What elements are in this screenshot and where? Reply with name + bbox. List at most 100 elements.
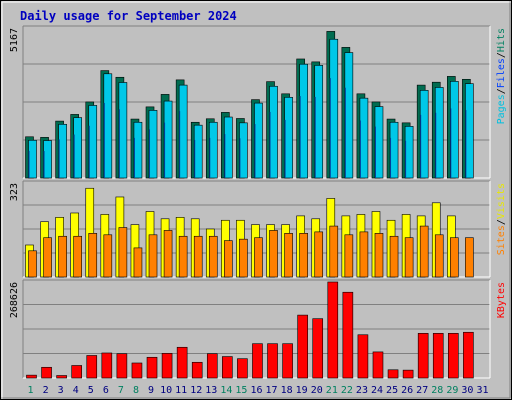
bar-sites-day-16 [254, 237, 263, 278]
x-tick-label: 8 [133, 385, 139, 396]
bar-pages-day-7 [118, 82, 128, 179]
bar-pages-day-6 [103, 73, 113, 179]
bar-kbytes-day-12 [191, 361, 203, 379]
bar-sites-day-30 [465, 237, 474, 278]
bar-sites-day-26 [404, 237, 414, 278]
bar-kbytes-day-6 [101, 352, 113, 379]
bar-sites-day-27 [419, 225, 429, 278]
bar-kbytes-day-9 [146, 356, 158, 379]
bar-sites-day-21 [329, 225, 339, 278]
bar-sites-day-5 [88, 233, 98, 278]
bar-kbytes-day-20 [312, 318, 324, 379]
bar-kbytes-day-15 [237, 358, 248, 379]
bar-kbytes-day-2 [41, 366, 52, 379]
bar-kbytes-day-5 [86, 355, 98, 379]
x-tick-label: 4 [73, 385, 79, 396]
bar-kbytes-day-21 [327, 281, 339, 379]
x-tick-label: 25 [386, 385, 398, 396]
x-axis-day-labels: 1 2 3 4 5 6 7 8 9 10 11 12 13 14 15 16 17 18 19 20 21 22 23 24 2… [28, 385, 489, 396]
bar-kbytes-day-3 [56, 375, 67, 379]
bar-pages-day-2 [43, 140, 52, 179]
bar-sites-day-13 [208, 235, 218, 278]
bar-kbytes-day-18 [282, 343, 293, 379]
x-tick-label: 18 [281, 385, 293, 396]
bar-kbytes-day-26 [402, 369, 414, 379]
x-tick-label: 6 [103, 385, 109, 396]
bar-sites-day-17 [269, 230, 278, 278]
bar-pages-day-21 [329, 38, 339, 179]
x-tick-label: 21 [326, 385, 338, 396]
bar-sites-day-28 [434, 234, 444, 278]
legend-entry: Files [496, 58, 507, 88]
bar-sites-day-19 [299, 233, 308, 278]
legend-entry: KBytes [496, 282, 507, 318]
bar-pages-day-9 [148, 110, 158, 179]
bar-pages-day-14 [224, 116, 233, 179]
bar-sites-day-22 [344, 234, 354, 278]
x-tick-label: 11 [175, 385, 187, 396]
bar-kbytes-day-14 [222, 356, 233, 379]
bar-kbytes-day-13 [206, 353, 218, 379]
x-tick-label: 12 [190, 385, 202, 396]
bar-kbytes-day-23 [357, 334, 369, 379]
bar-sites-day-9 [148, 234, 158, 278]
bar-pages-day-25 [389, 121, 399, 179]
bar-sites-day-6 [103, 234, 113, 278]
bar-pages-day-30 [465, 83, 474, 179]
bar-pages-day-15 [239, 122, 248, 179]
bar-kbytes-day-24 [372, 351, 384, 379]
x-tick-label: 7 [118, 385, 124, 396]
bar-sites-day-4 [73, 235, 82, 278]
x-tick-label: 28 [431, 385, 443, 396]
x-tick-label: 24 [371, 385, 383, 396]
x-tick-label: 13 [205, 385, 217, 396]
bar-pages-day-16 [254, 102, 263, 179]
bar-sites-day-14 [224, 240, 233, 278]
bar-pages-day-23 [359, 97, 369, 179]
legend-entry: Visits [496, 183, 507, 219]
bar-pages-day-1 [28, 139, 37, 179]
bar-kbytes-day-30 [463, 331, 474, 379]
x-tick-label: 20 [311, 385, 323, 396]
legend-entry: Sites [496, 225, 507, 255]
bar-pages-day-8 [133, 121, 143, 179]
legend-0: Pages/Files/Hits [496, 28, 507, 124]
x-tick-label: 30 [461, 385, 473, 396]
x-tick-label: 22 [341, 385, 353, 396]
bar-pages-day-19 [299, 63, 308, 179]
x-tick-label: 31 [476, 385, 488, 396]
bar-kbytes-day-27 [417, 333, 429, 379]
bar-kbytes-day-1 [26, 374, 37, 379]
y-max-label: 5167 [9, 28, 20, 52]
bar-kbytes-day-28 [432, 333, 444, 379]
bar-kbytes-day-16 [252, 343, 263, 379]
x-tick-label: 10 [160, 385, 172, 396]
legend-entry: Hits [496, 28, 507, 52]
bar-pages-day-5 [88, 105, 98, 179]
x-tick-label: 17 [266, 385, 278, 396]
x-tick-label: 14 [220, 385, 232, 396]
bar-pages-day-4 [73, 117, 82, 179]
bar-pages-day-13 [208, 121, 218, 179]
x-tick-label: 5 [88, 385, 94, 396]
bar-sites-day-1 [28, 250, 37, 278]
bar-kbytes-day-8 [131, 362, 143, 379]
x-tick-label: 19 [296, 385, 308, 396]
visits-sites-panel: 323 Sites/Visits [9, 180, 507, 278]
y-max-label: 268626 [9, 282, 20, 318]
legend-2: KBytes [496, 282, 507, 318]
bar-kbytes-day-29 [448, 333, 459, 379]
bar-sites-day-10 [163, 230, 173, 278]
legend-entry: / [496, 88, 507, 94]
bar-sites-day-25 [389, 235, 399, 278]
x-tick-label: 23 [356, 385, 368, 396]
x-tick-label: 29 [446, 385, 458, 396]
x-tick-label: 1 [28, 385, 34, 396]
bar-kbytes-day-17 [267, 343, 278, 379]
bar-sites-day-2 [43, 237, 52, 278]
bar-pages-day-28 [434, 87, 444, 179]
bar-pages-day-24 [374, 106, 384, 179]
x-tick-label: 27 [416, 385, 428, 396]
